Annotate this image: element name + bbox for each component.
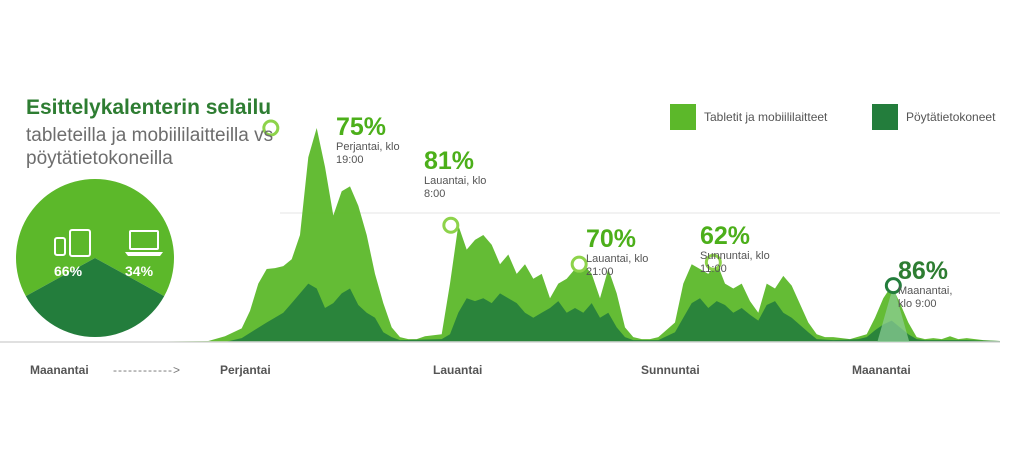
peak-label-saturday-evening: 70% Lauantai, klo 21:00 bbox=[586, 226, 656, 279]
peak-time: Perjantai, klo 19:00 bbox=[336, 141, 400, 166]
peak-label-saturday-morning: 81% Lauantai, klo 8:00 bbox=[424, 148, 494, 201]
pie-slice-desktop bbox=[25, 258, 165, 337]
legend-label-desktop: Pöytätietokoneet bbox=[906, 110, 996, 124]
legend-swatch-mobile bbox=[670, 104, 696, 130]
peak-percent: 70% bbox=[586, 225, 637, 253]
x-tick-label: Sunnuntai bbox=[641, 363, 700, 377]
peak-percent: 86% bbox=[898, 257, 949, 285]
peak-marker bbox=[262, 119, 280, 137]
tablet-phone-icon bbox=[54, 229, 91, 257]
peak-percent: 62% bbox=[700, 222, 751, 250]
legend-swatch-desktop bbox=[872, 104, 898, 130]
peak-percent: 75% bbox=[336, 113, 387, 141]
legend-item-mobile: Tabletit ja mobiililaitteet bbox=[670, 104, 827, 130]
x-tick-label: Maanantai bbox=[30, 363, 89, 377]
legend-item-desktop: Pöytätietokoneet bbox=[872, 104, 995, 130]
peak-label-sunday: 62% Sunnuntai, klo 11:00 bbox=[700, 223, 770, 276]
chart-subtitle: tableteilla ja mobiililaitteilla vs pöyt… bbox=[26, 125, 274, 169]
pie-label-mobile: 66% bbox=[54, 263, 83, 279]
pie-label-desktop: 34% bbox=[125, 263, 154, 279]
legend-label-mobile: Tabletit ja mobiililaitteet bbox=[704, 110, 828, 124]
x-axis-dash-arrow: ------------> bbox=[113, 363, 181, 377]
pie-slice-mobile bbox=[15, 178, 174, 297]
x-tick-label: Maanantai bbox=[852, 363, 911, 377]
peak-time: Maanantai, klo 9:00 bbox=[898, 285, 953, 310]
x-tick-label: Perjantai bbox=[220, 363, 271, 377]
peak-label-monday: 86% Maanantai, klo 9:00 bbox=[898, 258, 968, 311]
peak-marker bbox=[884, 277, 902, 295]
peak-label-friday: 75% Perjantai, klo 19:00 bbox=[336, 114, 406, 167]
peak-percent: 81% bbox=[424, 147, 475, 175]
peak-time: Sunnuntai, klo 11:00 bbox=[700, 250, 770, 275]
chart-title: Esittelykalenterin selailu bbox=[26, 96, 272, 119]
peak-marker bbox=[570, 255, 588, 273]
x-tick-label: Lauantai bbox=[433, 363, 483, 377]
peak-marker bbox=[442, 216, 460, 234]
laptop-icon bbox=[125, 230, 163, 256]
peak-marker bbox=[704, 253, 722, 271]
series-area-desktop bbox=[0, 283, 1000, 342]
peak-beam bbox=[877, 285, 910, 342]
peak-time: Lauantai, klo 8:00 bbox=[424, 175, 487, 200]
peak-time: Lauantai, klo 21:00 bbox=[586, 253, 649, 278]
